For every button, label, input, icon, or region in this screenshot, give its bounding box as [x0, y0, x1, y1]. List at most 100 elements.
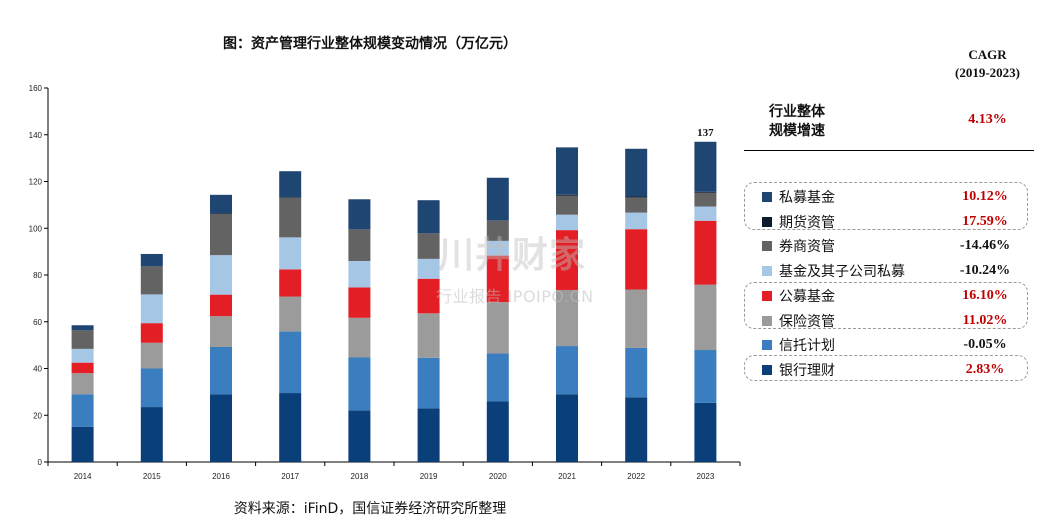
bar-segment — [625, 148, 648, 197]
highlight-box-bank-wealth — [744, 355, 1028, 381]
bar-segment — [279, 237, 302, 270]
bar-segment — [556, 346, 578, 395]
bar-segment — [279, 171, 302, 198]
bar-segment — [210, 213, 232, 256]
bar-segment — [210, 213, 232, 214]
bar-segment — [71, 348, 94, 363]
legend-swatch — [762, 364, 772, 375]
x-tick-label: 2020 — [489, 472, 507, 481]
bar-segment — [486, 220, 509, 241]
bar-segment — [694, 191, 717, 193]
bar-segment — [348, 317, 371, 358]
legend-swatch — [762, 340, 772, 351]
bar-segment — [140, 323, 163, 343]
legend-swatch — [762, 290, 772, 301]
bar-segment — [694, 284, 717, 351]
bar-segment — [417, 200, 440, 234]
legend-item: 券商资管 -14.46% — [760, 235, 1040, 257]
legend-cagr-value: 10.12% — [962, 189, 1008, 204]
bar-segment — [210, 346, 232, 395]
legend-label: 基金及其子公司私募 — [779, 264, 905, 281]
bar-segment — [556, 230, 578, 290]
y-axis: 0 20 40 60 80 100 120 140 160 — [29, 84, 49, 467]
bar-segment — [625, 397, 648, 462]
bar-segment — [694, 206, 717, 221]
x-tick-label: 2019 — [420, 472, 438, 481]
bar-segment — [348, 199, 371, 230]
legend-swatch — [762, 315, 772, 326]
x-tick-label: 2018 — [351, 472, 369, 481]
bar-segment — [486, 255, 509, 303]
overall-label-line1: 行业整体 — [769, 104, 825, 120]
legend-label: 银行理财 — [779, 362, 835, 379]
legend-label: 公募基金 — [779, 288, 835, 305]
bar-segment — [348, 229, 371, 261]
bar-segment — [210, 194, 232, 214]
bar-segment — [348, 260, 371, 288]
divider — [744, 150, 1034, 151]
bar-segment — [694, 220, 717, 285]
legend-item: 期货资管 17.59% — [760, 211, 1040, 233]
bar-segment — [556, 289, 578, 347]
legend-item: 基金及其子公司私募 -10.24% — [760, 260, 1040, 282]
source-note: 资料来源：iFinD，国信证券经济研究所整理 — [233, 501, 507, 517]
bar-segment — [279, 296, 302, 332]
bar-segment — [625, 212, 648, 230]
data-labels: 137 — [697, 127, 714, 139]
bar-segment — [694, 350, 717, 403]
bars — [71, 141, 717, 462]
bar-segment — [71, 373, 94, 395]
watermark-text: 行业报告 IPOIPO.CN — [436, 287, 594, 306]
legend-item: 私募基金 10.12% — [760, 186, 1040, 208]
bar-segment — [71, 330, 94, 349]
bar-segment — [210, 394, 232, 462]
legend-swatch — [762, 266, 772, 277]
bar-segment — [140, 266, 163, 295]
y-tick-label: 0 — [38, 458, 43, 467]
bar-segment — [625, 347, 648, 398]
legend-swatch — [762, 241, 772, 252]
bar-segment — [417, 357, 440, 409]
bar-segment — [417, 313, 440, 358]
legend-label: 私募基金 — [779, 190, 835, 206]
bar-segment — [71, 325, 94, 331]
bar-segment — [210, 255, 232, 295]
bar-segment — [625, 289, 648, 348]
bar-segment — [348, 357, 371, 411]
bar-segment — [279, 269, 302, 297]
bar-segment — [486, 240, 509, 256]
cagr-header-line1: CAGR — [968, 47, 1007, 62]
bar-segment — [140, 342, 163, 369]
y-tick-label: 140 — [29, 131, 43, 140]
bar-segment — [694, 141, 717, 192]
bar-segment — [210, 316, 232, 347]
legend-item: 公募基金 16.10% — [760, 285, 1040, 307]
bar-segment — [486, 401, 509, 462]
bar-segment — [348, 287, 371, 318]
bar-segment — [625, 229, 648, 290]
overall-growth-label: 行业整体 规模增速 — [769, 103, 889, 141]
overall-growth-value: 4.13% — [968, 112, 1007, 127]
bar-segment — [140, 407, 163, 462]
bar-segment — [279, 197, 302, 198]
x-tick-label: 2021 — [558, 472, 576, 481]
chart-title: 图：资产管理行业整体规模变动情况（万亿元） — [223, 36, 517, 52]
legend-item: 银行理财 2.83% — [760, 359, 1040, 381]
bar-segment — [417, 233, 440, 259]
bar-segment — [417, 258, 440, 279]
x-tick-label: 2022 — [627, 472, 645, 481]
legend-item: 信托计划 -0.05% — [760, 334, 1040, 356]
y-tick-label: 100 — [29, 224, 43, 233]
bar-segment — [210, 294, 232, 317]
legend-swatch — [762, 216, 772, 227]
bar-segment — [486, 177, 509, 221]
bar-segment — [486, 302, 509, 354]
bar-segment — [279, 393, 302, 462]
x-tick-label: 2015 — [143, 472, 161, 481]
bar-segment — [71, 426, 94, 462]
y-tick-label: 80 — [33, 271, 42, 280]
legend-cagr-value: -0.05% — [963, 337, 1007, 353]
watermark-logo: 川井财家 — [438, 235, 587, 276]
legend-item: 保险资管 11.02% — [760, 310, 1040, 332]
